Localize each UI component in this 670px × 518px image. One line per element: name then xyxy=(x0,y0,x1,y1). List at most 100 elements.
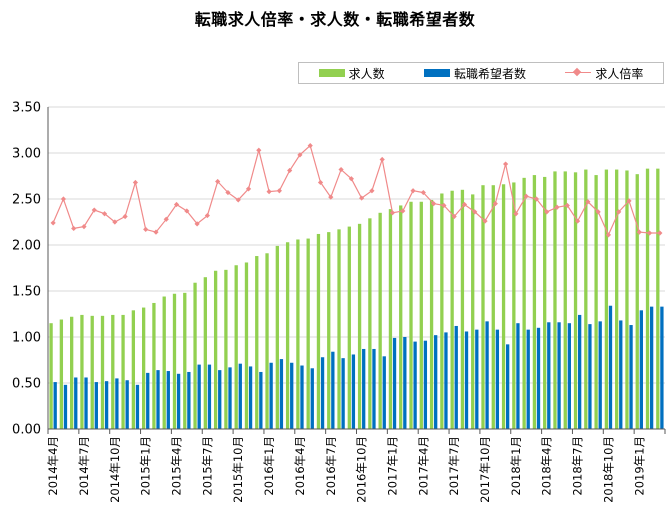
bar-jobs xyxy=(656,168,660,429)
point-ratio xyxy=(389,210,396,216)
bar-applicants xyxy=(207,364,212,429)
bar-applicants xyxy=(125,380,129,429)
chart-title: 転職求人倍率・求人数・転職希望者数 xyxy=(194,10,476,29)
bar-jobs xyxy=(347,226,351,429)
bar-applicants xyxy=(166,371,170,429)
point-ratio xyxy=(400,208,406,214)
bar-jobs xyxy=(409,201,413,429)
point-ratio xyxy=(81,224,87,230)
bar-applicants xyxy=(444,332,448,429)
bar-jobs xyxy=(244,262,249,429)
bar-applicants xyxy=(392,337,397,429)
bar-jobs xyxy=(141,307,146,429)
point-ratio xyxy=(482,218,488,224)
bar-applicants xyxy=(413,341,417,429)
bar-jobs xyxy=(594,175,598,429)
x-tick-label: 2017年4月 xyxy=(416,436,430,496)
bar-jobs xyxy=(224,269,228,429)
y-tick-label: 1.00 xyxy=(12,331,41,346)
bar-jobs xyxy=(357,223,362,429)
bar-applicants xyxy=(228,367,232,429)
bar-jobs xyxy=(111,314,115,429)
bar-jobs xyxy=(429,199,434,429)
x-tick-label: 2019年1月 xyxy=(632,436,646,496)
bar-jobs xyxy=(604,169,609,429)
point-ratio xyxy=(451,213,457,220)
bar-applicants xyxy=(485,321,489,429)
point-ratio xyxy=(544,209,550,215)
bar-applicants xyxy=(362,348,366,429)
point-ratio xyxy=(554,204,560,210)
point-ratio xyxy=(173,201,180,208)
point-ratio xyxy=(307,143,313,149)
bar-applicants xyxy=(104,381,109,429)
bar-jobs xyxy=(90,315,94,429)
bar-applicants xyxy=(146,372,150,429)
bar-applicants xyxy=(598,321,602,429)
bar-applicants xyxy=(557,322,561,429)
bar-jobs xyxy=(450,190,454,429)
point-ratio xyxy=(605,232,612,238)
chart-legend: 求人数 転職希望者数 求人倍率 xyxy=(298,62,664,84)
point-ratio xyxy=(523,193,529,199)
point-ratio xyxy=(50,220,56,226)
legend-swatch-applicants xyxy=(423,69,450,77)
x-tick-label: 2018年10月 xyxy=(601,436,615,503)
point-ratio xyxy=(317,179,324,186)
bar-jobs xyxy=(419,201,423,429)
point-ratio xyxy=(204,212,210,219)
x-tick-label: 2014年10月 xyxy=(108,436,122,503)
bar-jobs xyxy=(522,177,526,429)
bar-jobs xyxy=(234,265,238,429)
point-ratio xyxy=(585,199,591,205)
bar-applicants xyxy=(53,382,57,429)
legend-swatch-jobs xyxy=(318,69,345,77)
legend-label-applicants: 転職希望者数 xyxy=(453,66,526,81)
x-tick-label: 2015年4月 xyxy=(170,436,184,496)
bar-applicants xyxy=(434,335,438,429)
bar-jobs xyxy=(255,256,259,429)
bar-jobs xyxy=(80,314,84,429)
point-ratio xyxy=(91,207,97,213)
bar-jobs xyxy=(481,185,485,429)
bar-applicants xyxy=(577,314,582,429)
x-tick-label: 2016年1月 xyxy=(262,436,276,496)
bar-applicants xyxy=(197,364,201,429)
legend-label-jobs: 求人数 xyxy=(348,66,385,81)
bar-jobs xyxy=(152,302,156,429)
bar-applicants xyxy=(176,373,181,429)
point-ratio xyxy=(143,226,149,232)
bar-jobs xyxy=(316,233,321,429)
x-tick-label: 2017年1月 xyxy=(386,436,400,496)
bar-jobs xyxy=(296,239,300,429)
y-tick-label: 3.00 xyxy=(12,147,41,162)
point-ratio xyxy=(287,167,293,174)
x-tick-label: 2017年7月 xyxy=(447,436,461,496)
bar-jobs xyxy=(378,212,382,429)
bar-applicants xyxy=(74,377,78,429)
point-ratio xyxy=(441,202,447,209)
x-tick-label: 2014年4月 xyxy=(46,436,60,496)
point-ratio xyxy=(626,198,632,204)
x-tick-label: 2017年10月 xyxy=(478,436,492,503)
bar-applicants xyxy=(269,362,273,429)
bar-jobs xyxy=(285,242,290,429)
point-ratio xyxy=(194,221,200,227)
point-ratio xyxy=(420,189,426,196)
point-ratio xyxy=(492,201,498,207)
point-ratio xyxy=(266,189,272,195)
bar-applicants xyxy=(279,359,284,429)
point-ratio xyxy=(153,229,159,235)
bar-jobs xyxy=(327,232,331,429)
bar-jobs xyxy=(512,182,516,429)
bar-jobs xyxy=(584,169,588,429)
point-ratio xyxy=(71,225,77,232)
bar-jobs xyxy=(532,175,537,429)
bar-jobs xyxy=(553,171,557,429)
bar-jobs xyxy=(193,282,197,429)
bar-jobs xyxy=(172,293,177,429)
bar-jobs xyxy=(543,176,547,429)
x-tick-label: 2016年10月 xyxy=(355,436,369,503)
legend-item-ratio: 求人倍率 xyxy=(565,65,643,82)
